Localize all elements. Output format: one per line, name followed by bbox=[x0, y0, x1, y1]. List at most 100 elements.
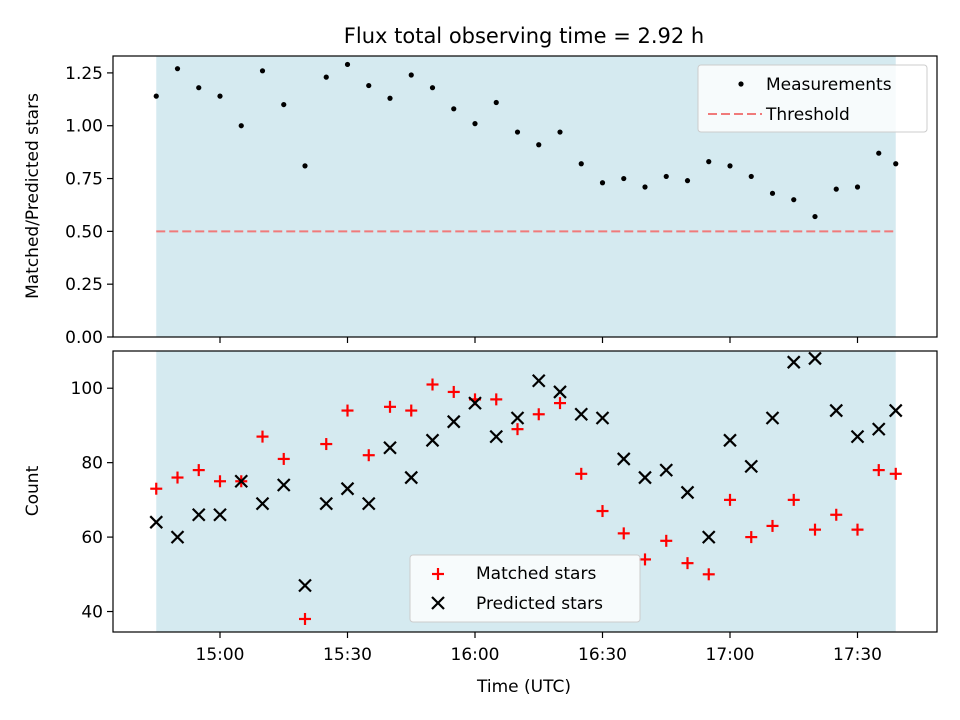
matched-star-point bbox=[809, 523, 821, 536]
bottom-x-ticks: 15:00 15:30 16:00 16:30 17:00 17:30 bbox=[196, 632, 882, 665]
top-y-tick-label: 0.00 bbox=[65, 328, 103, 348]
top-legend-box bbox=[697, 64, 928, 133]
matched-star-point bbox=[192, 464, 205, 477]
top-y-tick-label: 0.25 bbox=[65, 275, 103, 295]
matched-star-point bbox=[554, 397, 566, 410]
top-y-tick-label: 1.00 bbox=[65, 117, 103, 137]
measurement-point bbox=[366, 82, 372, 89]
matched-star-point bbox=[277, 452, 290, 465]
measurement-point bbox=[893, 161, 899, 167]
bottom-y-tick-label: 40 bbox=[81, 603, 103, 623]
bottom-y-ticks: 40 60 80 100 bbox=[71, 379, 113, 623]
measurement-point bbox=[854, 184, 861, 190]
measurement-point bbox=[599, 180, 606, 186]
legend-matched-marker bbox=[432, 568, 444, 580]
predicted-star-point bbox=[213, 507, 227, 522]
predicted-star-point bbox=[808, 351, 822, 366]
matched-star-point bbox=[150, 482, 163, 495]
measurement-point bbox=[769, 190, 776, 196]
measurement-point bbox=[174, 66, 181, 72]
matched-star-point bbox=[447, 385, 460, 398]
x-tick-label: 17:00 bbox=[706, 645, 755, 665]
predicted-star-point bbox=[871, 422, 886, 436]
top-y-tick-label: 0.50 bbox=[65, 222, 103, 242]
measurement-point bbox=[472, 121, 478, 127]
matched-star-point bbox=[256, 430, 269, 443]
predicted-star-point bbox=[383, 440, 397, 455]
legend-measurements-label: Measurements bbox=[766, 75, 892, 95]
matched-star-point bbox=[681, 557, 694, 570]
bottom-y-axis-label: Count bbox=[23, 465, 43, 516]
bottom-axes-frame bbox=[112, 350, 938, 633]
measurement-point bbox=[323, 74, 329, 80]
matched-star-point bbox=[766, 519, 779, 532]
measurement-point bbox=[302, 163, 308, 169]
bottom-y-tick-label: 100 bbox=[71, 379, 103, 399]
measurement-points bbox=[153, 61, 899, 220]
predicted-star-point bbox=[574, 407, 589, 422]
matched-star-point bbox=[362, 449, 375, 462]
legend-predicted-label: Predicted stars bbox=[476, 594, 603, 614]
predicted-star-point bbox=[553, 385, 567, 399]
matched-star-point bbox=[532, 408, 545, 421]
measurement-point bbox=[281, 101, 287, 108]
measurement-point bbox=[727, 163, 733, 169]
matched-star-point bbox=[299, 612, 311, 625]
matched-star-point bbox=[575, 467, 588, 480]
top-y-axis-label: Matched/Predicted stars bbox=[23, 93, 43, 299]
measurement-point bbox=[642, 184, 648, 190]
bottom-y-tick-label: 60 bbox=[81, 528, 103, 548]
predicted-star-point bbox=[425, 433, 440, 448]
count-points bbox=[149, 351, 903, 625]
measurement-point bbox=[451, 106, 457, 112]
predicted-star-point bbox=[510, 411, 525, 425]
matched-star-point bbox=[660, 534, 673, 547]
x-tick-label: 17:30 bbox=[833, 645, 882, 665]
predicted-star-point bbox=[659, 463, 674, 477]
matched-star-point bbox=[872, 464, 885, 477]
matched-star-point bbox=[511, 423, 524, 436]
predicted-star-point bbox=[888, 403, 903, 418]
measurement-point bbox=[536, 142, 542, 148]
predicted-star-point bbox=[361, 496, 376, 511]
matched-star-point bbox=[171, 471, 184, 484]
matched-star-point bbox=[426, 378, 439, 391]
matched-star-point bbox=[787, 493, 800, 506]
measurement-point bbox=[344, 61, 351, 68]
measurement-point bbox=[429, 85, 436, 91]
predicted-star-point bbox=[765, 411, 780, 425]
predicted-star-point bbox=[680, 485, 695, 500]
chart-title: Flux total observing time = 2.92 h bbox=[344, 24, 704, 48]
predicted-star-point bbox=[723, 433, 737, 448]
measurement-point bbox=[663, 173, 669, 180]
predicted-star-point bbox=[701, 530, 716, 544]
top-panel: 0.00 0.25 0.50 0.75 1.00 1.25 Matched/Predict… bbox=[23, 55, 938, 348]
matched-star-point bbox=[702, 568, 715, 581]
predicted-star-point bbox=[255, 496, 270, 511]
predicted-star-point bbox=[489, 429, 504, 444]
measurement-point bbox=[238, 123, 244, 129]
matched-star-point bbox=[384, 400, 396, 413]
matched-star-point bbox=[596, 505, 609, 518]
predicted-star-point bbox=[468, 396, 482, 410]
measurement-point bbox=[408, 72, 414, 78]
measurement-point bbox=[833, 186, 839, 192]
matched-star-point bbox=[405, 404, 418, 417]
legend-predicted-marker bbox=[431, 596, 445, 610]
measurement-point bbox=[557, 129, 563, 135]
measurement-point bbox=[706, 159, 712, 165]
predicted-star-point bbox=[149, 515, 164, 529]
measurement-point bbox=[153, 93, 159, 99]
measurement-point bbox=[748, 173, 754, 180]
measurement-point bbox=[217, 93, 223, 99]
matched-star-point bbox=[639, 553, 651, 566]
predicted-star-point bbox=[786, 355, 801, 369]
x-tick-label: 16:30 bbox=[578, 645, 627, 665]
measurement-point bbox=[387, 95, 393, 101]
predicted-star-point bbox=[638, 470, 652, 485]
measurement-point bbox=[514, 129, 521, 135]
predicted-star-point bbox=[531, 373, 546, 388]
bottom-legend-box bbox=[409, 554, 641, 623]
measurement-point bbox=[812, 213, 818, 220]
